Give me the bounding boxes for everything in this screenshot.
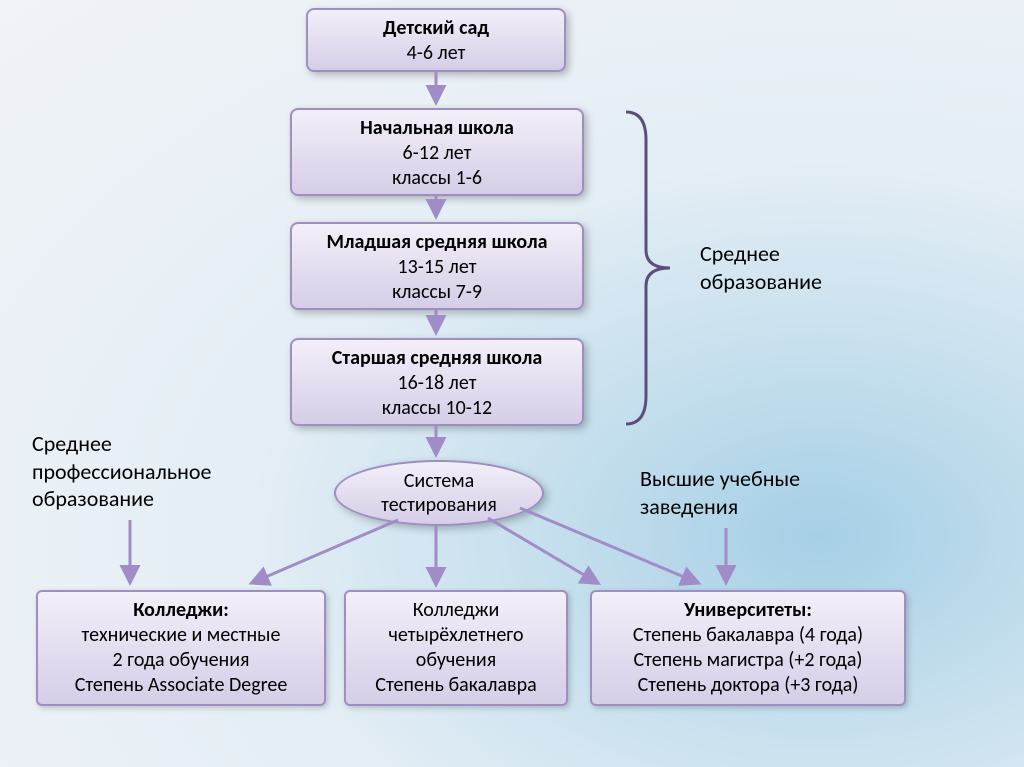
node-testing: Система тестирования xyxy=(334,460,544,526)
node-line: Степень доктора (+3 года) xyxy=(600,673,896,698)
arrow-5 xyxy=(254,520,398,582)
brace-secondary xyxy=(626,112,670,424)
node-line: 6-12 лет xyxy=(300,141,574,166)
label-secondary-edu: Среднее образование xyxy=(700,240,822,295)
node-title: Начальная школа xyxy=(300,116,574,141)
node-line: обучения xyxy=(354,648,558,673)
node-line: 16-18 лет xyxy=(300,371,574,396)
arrow-7 xyxy=(488,518,596,582)
node-title: Университеты: xyxy=(600,598,896,623)
node-line: 4-6 лет xyxy=(316,41,556,66)
node-middle: Младшая средняя школа 13-15 лет классы 7… xyxy=(290,222,584,310)
node-line: классы 1-6 xyxy=(300,166,574,191)
label-line: Среднее xyxy=(700,240,822,268)
node-title: Детский сад xyxy=(316,16,556,41)
label-higher: Высшие учебные заведения xyxy=(640,465,800,520)
label-line: профессиональное xyxy=(32,458,211,486)
node-line: классы 10-12 xyxy=(300,396,574,421)
node-line: классы 7-9 xyxy=(300,280,574,305)
node-line: Колледжи xyxy=(354,598,558,623)
node-universities: Университеты: Степень бакалавра (4 года)… xyxy=(590,590,906,706)
node-colleges2: Колледжи: технические и местные 2 года о… xyxy=(36,590,326,706)
node-line: Степень магистра (+2 года) xyxy=(600,648,896,673)
label-line: образование xyxy=(700,268,822,296)
label-vocational: Среднее профессиональное образование xyxy=(32,430,211,513)
node-line: Степень Associate Degree xyxy=(46,673,316,698)
node-line: технические и местные xyxy=(46,623,316,648)
node-line: четырёхлетнего xyxy=(354,623,558,648)
node-line: Система xyxy=(404,469,474,493)
node-line: 13-15 лет xyxy=(300,255,574,280)
node-title: Колледжи: xyxy=(46,598,316,623)
node-line: тестирования xyxy=(381,493,497,517)
label-line: заведения xyxy=(640,493,800,521)
node-kindergarten: Детский сад 4-6 лет xyxy=(306,8,566,72)
label-line: Высшие учебные xyxy=(640,465,800,493)
node-title: Младшая средняя школа xyxy=(300,230,574,255)
node-title: Старшая средняя школа xyxy=(300,346,574,371)
diagram-stage: Детский сад 4-6 лет Начальная школа 6-12… xyxy=(0,0,1024,767)
node-line: Степень бакалавра (4 года) xyxy=(600,623,896,648)
label-line: Среднее xyxy=(32,430,211,458)
node-high: Старшая средняя школа 16-18 лет классы 1… xyxy=(290,338,584,426)
node-line: Степень бакалавра xyxy=(354,673,558,698)
node-colleges4: Колледжи четырёхлетнего обучения Степень… xyxy=(344,590,568,706)
node-elementary: Начальная школа 6-12 лет классы 1-6 xyxy=(290,108,584,196)
label-line: образование xyxy=(32,485,211,513)
node-line: 2 года обучения xyxy=(46,648,316,673)
